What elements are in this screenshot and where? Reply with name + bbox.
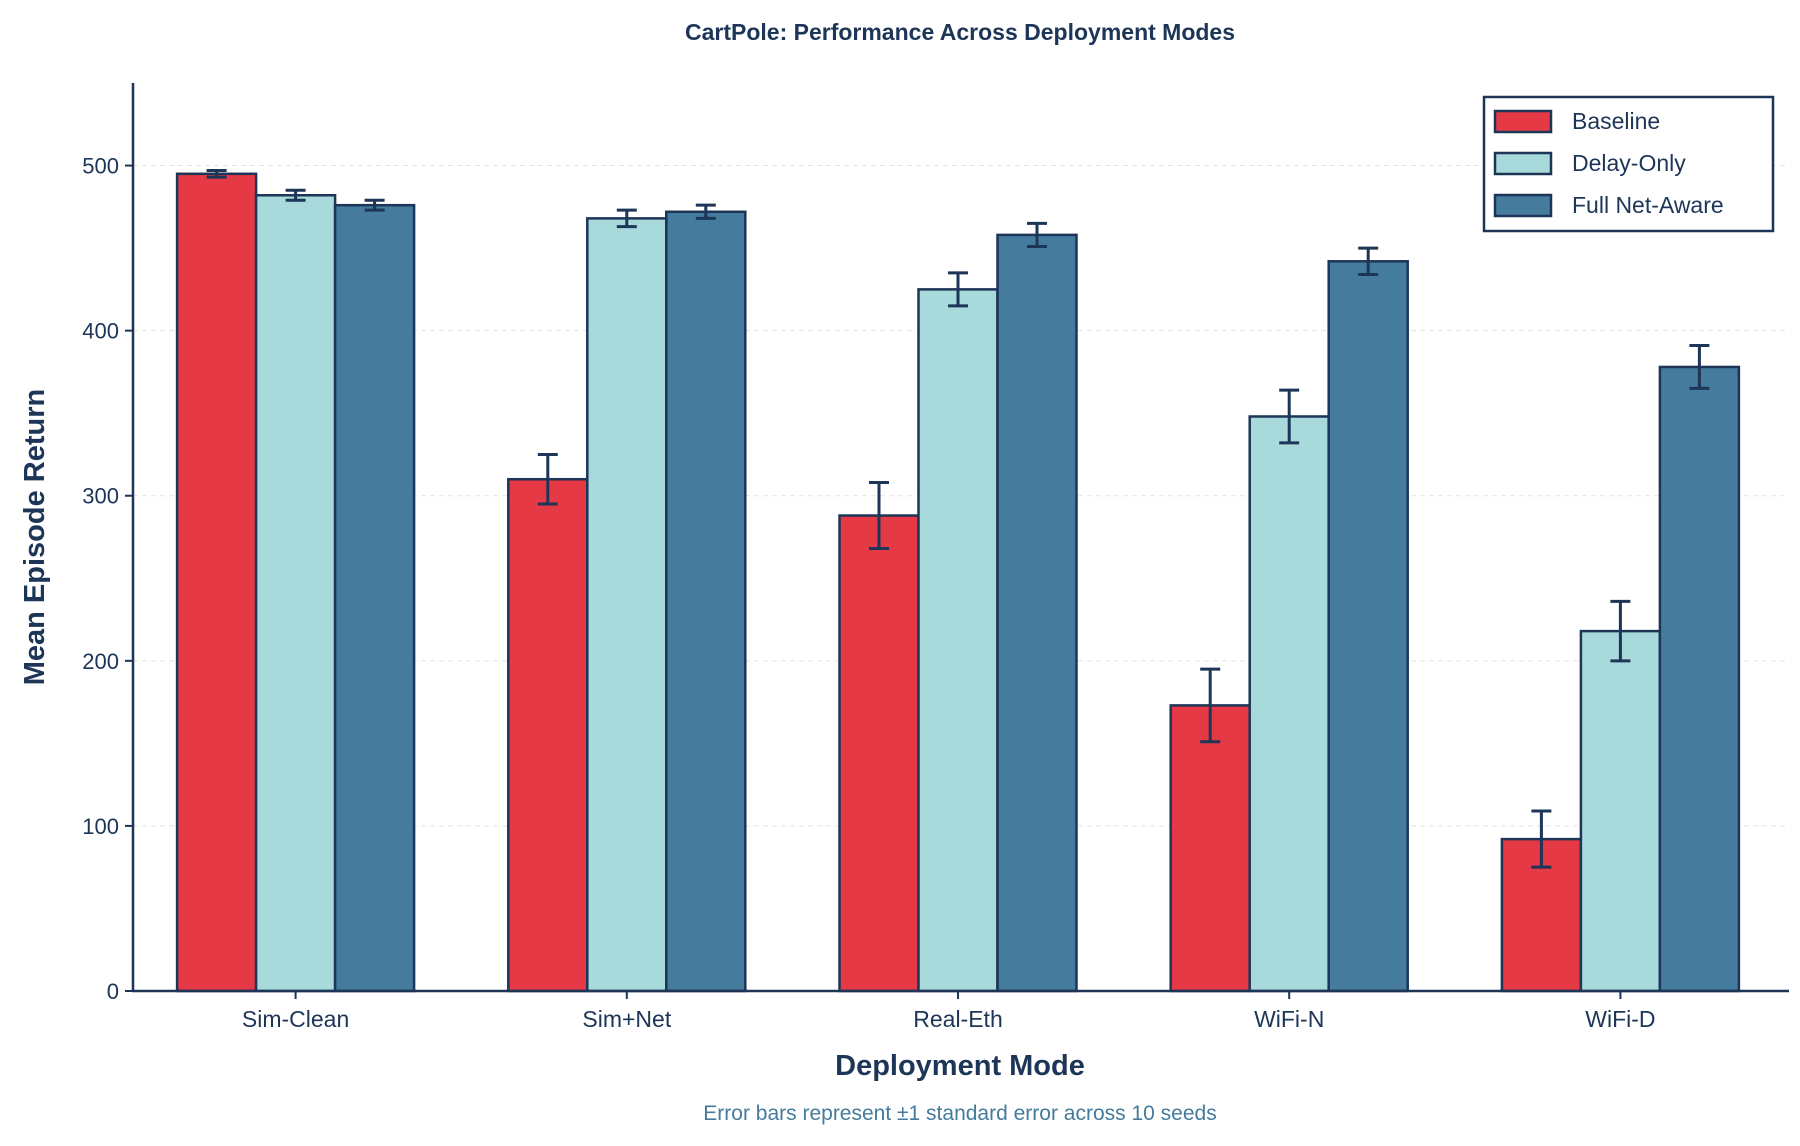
y-tick-label: 400 (82, 319, 119, 344)
bar-delay-only (254, 194, 337, 993)
bar-baseline (175, 172, 258, 993)
axes: 0 100 200 300 400 500 Sim-Clean Sim+Net Real-Eth… (82, 83, 1789, 1032)
bar-full-net-aware (333, 203, 416, 993)
bar-baseline (1169, 704, 1251, 993)
bar-delay-only (917, 288, 999, 993)
x-axis-label: Deployment Mode (835, 1050, 1085, 1082)
legend: Baseline Delay-Only Full Net-Aware (1482, 95, 1775, 233)
y-tick-label: 100 (82, 814, 119, 839)
bar-delay-only (586, 217, 668, 993)
bar-delay-only (1248, 415, 1330, 993)
y-axis-label: Mean Episode Return (19, 389, 51, 686)
legend-swatch (1493, 109, 1553, 134)
x-tick-label: Real-Eth (913, 1006, 1002, 1032)
legend-label: Delay-Only (1572, 150, 1686, 176)
bar-full-net-aware (665, 210, 747, 993)
bar-full-net-aware (996, 233, 1078, 993)
caption: Error bars represent ±1 standard error a… (703, 1102, 1216, 1125)
x-tick-label: WiFi-N (1254, 1006, 1324, 1032)
chart-title: CartPole: Performance Across Deployment … (685, 19, 1235, 45)
bar-baseline (838, 514, 920, 993)
y-tick-label: 0 (107, 979, 119, 1004)
bar-delay-only (1579, 629, 1662, 993)
legend-swatch (1493, 193, 1553, 218)
bar-full-net-aware (1658, 365, 1741, 993)
bar-baseline (507, 477, 589, 993)
x-tick-label: WiFi-D (1585, 1006, 1655, 1032)
y-tick-label: 500 (82, 154, 119, 179)
bar-full-net-aware (1327, 260, 1409, 993)
x-tick-label: Sim+Net (582, 1006, 671, 1032)
legend-label: Full Net-Aware (1572, 192, 1724, 218)
legend-swatch (1493, 151, 1553, 176)
y-tick-label: 200 (82, 649, 119, 674)
x-tick-label: Sim-Clean (242, 1006, 349, 1032)
y-tick-label: 300 (82, 484, 119, 509)
legend-label: Baseline (1572, 108, 1660, 134)
bars (175, 168, 1741, 993)
